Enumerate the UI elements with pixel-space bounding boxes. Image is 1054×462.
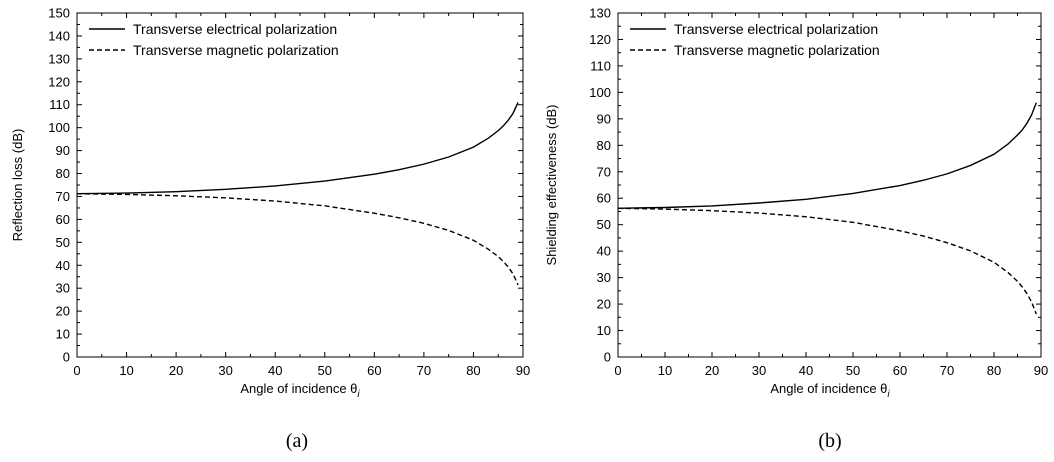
y-tick-label: 90 [597,111,611,126]
x-tick-label: 40 [268,363,282,378]
panel-caption: (a) [286,430,308,452]
x-tick-label: 20 [705,363,719,378]
y-tick-label: 90 [56,143,70,158]
y-tick-label: 30 [597,270,611,285]
x-tick-label: 90 [516,363,530,378]
chart-panel-a: 0 10 20 30 40 50 60 70 80 90 0 10 20 30 40 50 60 70 80 90 10… [10,6,530,453]
y-tick-label: 0 [63,350,70,365]
x-axis-label: Angle of incidence θi [770,381,890,400]
legend-label: Transverse electrical polarization [133,21,337,37]
x-tick-label: 10 [658,363,672,378]
y-tick-label: 40 [56,258,70,273]
series-line-tm [76,193,519,286]
series-line-te [76,102,519,195]
y-tick-label: 20 [56,304,70,319]
y-tick-label: 120 [589,32,611,47]
y-tick-label: 60 [56,212,70,227]
y-tick-label: 10 [597,323,611,338]
y-tick-label: 100 [589,85,611,100]
x-tick-label: 70 [940,363,954,378]
y-tick-label: 140 [48,28,70,43]
x-axis-label: Angle of incidence θi [240,381,360,400]
x-tick-label: 30 [752,363,766,378]
x-tick-label: 0 [614,363,621,378]
y-tick-label: 30 [56,281,70,296]
y-tick-label: 20 [597,297,611,312]
y-tick-label: 50 [597,217,611,232]
y-tick-label: 40 [597,244,611,259]
x-tick-label: 40 [799,363,813,378]
panel-caption: (b) [818,430,841,452]
x-tick-label: 90 [1034,363,1048,378]
x-tick-label: 80 [987,363,1001,378]
chart-panel-b: 0 10 20 30 40 50 60 70 80 90 0 10 20 30 40 50 60 70 80 90 10… [544,6,1048,453]
y-tick-label: 60 [597,191,611,206]
x-tick-label: 60 [893,363,907,378]
series-line-te [617,102,1037,209]
y-tick-label: 70 [597,164,611,179]
plot-frame [76,12,524,358]
x-tick-label: 20 [169,363,183,378]
y-tick-label: 110 [590,58,611,73]
x-tick-label: 30 [218,363,232,378]
plot-frame [617,12,1042,358]
y-tick-label: 50 [56,235,70,250]
x-tick-label: 50 [846,363,860,378]
y-tick-label: 80 [56,166,70,181]
y-tick-label: 70 [56,189,70,204]
x-tick-label: 50 [318,363,332,378]
y-tick-label: 10 [56,327,70,342]
legend-label: Transverse magnetic polarization [133,42,339,58]
legend-label: Transverse electrical polarization [674,21,878,37]
y-axis-label: Shielding effectiveness (dB) [544,105,559,266]
x-tick-label: 80 [466,363,480,378]
x-tick-label: 10 [119,363,133,378]
x-tick-label: 70 [417,363,431,378]
y-tick-label: 150 [48,6,70,21]
y-tick-label: 0 [604,350,611,365]
x-tick-label: 60 [367,363,381,378]
y-tick-label: 110 [49,97,70,112]
y-tick-label: 130 [589,6,611,21]
y-tick-label: 100 [48,120,70,135]
y-axis-label: Reflection loss (dB) [10,129,25,242]
x-tick-label: 0 [73,363,80,378]
series-line-tm [617,207,1037,315]
legend-label: Transverse magnetic polarization [674,42,880,58]
y-tick-label: 120 [48,74,70,89]
y-tick-label: 80 [597,138,611,153]
y-tick-label: 130 [48,51,70,66]
